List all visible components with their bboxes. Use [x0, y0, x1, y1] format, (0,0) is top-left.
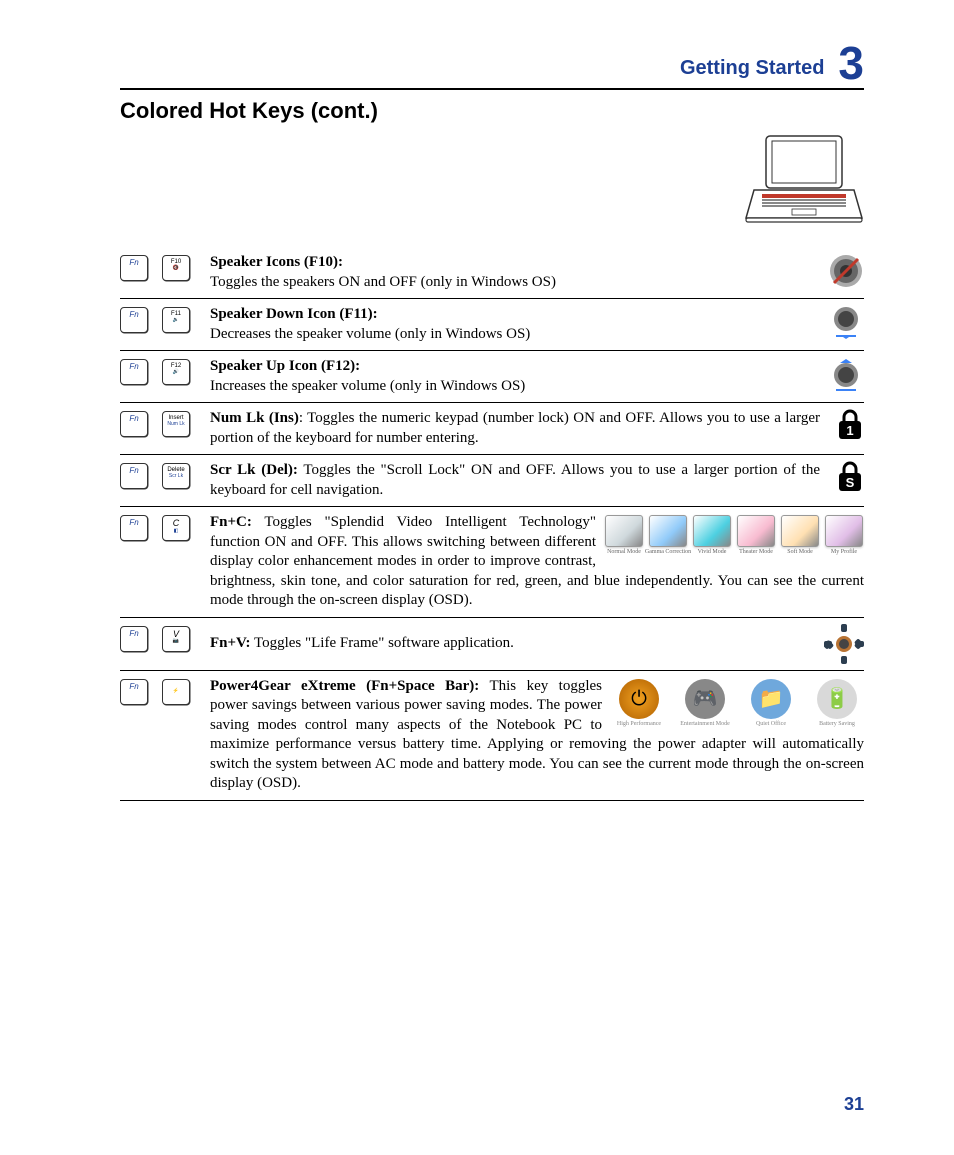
p4g-mode-icon: ⏻High Performance [612, 679, 666, 729]
entry-text: Speaker Icons (F10): Toggles the speaker… [210, 253, 820, 292]
hotkey-entry-scrlk: Fn Delete Scr Lk Scr Lk (Del): Toggles t… [120, 455, 864, 507]
hotkey-entry-p4g: Fn ⚡ ⏻High Performance🎮Entertainment Mod… [120, 671, 864, 801]
speaker-up-icon [828, 357, 864, 393]
entry-icon-col [820, 357, 864, 393]
space-key-icon: ⚡ [162, 679, 190, 705]
manual-page: Getting Started 3 Colored Hot Keys (cont… [0, 0, 954, 1155]
hotkey-entry-fnv: Fn V 📷 Fn+V: Toggles "Life Frame" softwa… [120, 618, 864, 671]
entry-title: Speaker Up Icon (F12): [210, 358, 360, 374]
fn-key-icon: Fn [120, 679, 148, 705]
svg-text:S: S [846, 475, 855, 490]
entry-icon-col [820, 624, 864, 664]
hotkey-entry-numlk: Fn Insert Num Lk Num Lk (Ins): Toggles t… [120, 403, 864, 455]
insert-key-icon: Insert Num Lk [162, 411, 190, 437]
p4g-mode-icon: 🎮Entertainment Mode [678, 679, 732, 729]
entry-title: Fn+V: [210, 635, 251, 651]
entry-title: Speaker Icons (F10): [210, 254, 343, 270]
entry-text: Fn+V: Toggles "Life Frame" software appl… [210, 624, 820, 664]
svg-text:1: 1 [846, 423, 853, 438]
splendid-mode-icon: Gamma Correction [648, 515, 688, 557]
laptop-illustration-block [120, 132, 864, 227]
hotkey-entry-fnc: Fn C ◧ Normal ModeGamma CorrectionVivid … [120, 507, 864, 618]
page-header: Getting Started 3 [120, 40, 864, 90]
page-number: 31 [844, 1094, 864, 1115]
hotkey-entry-speaker-f10: Fn F10 🔇 Speaker Icons (F10): Toggles th… [120, 247, 864, 299]
entry-text: Num Lk (Ins): Toggles the numeric keypad… [210, 409, 820, 448]
lock-1-icon: 1 [836, 409, 864, 441]
entry-text: Normal ModeGamma CorrectionVivid ModeThe… [210, 513, 864, 611]
key-combo: Fn F12 🔊 [120, 357, 210, 385]
f12-key-icon: F12 🔊 [162, 359, 190, 385]
chapter-number: 3 [838, 40, 864, 86]
entry-body: Toggles the speakers ON and OFF (only in… [210, 274, 556, 290]
splendid-modes-icon: Normal ModeGamma CorrectionVivid ModeThe… [604, 515, 864, 557]
entry-icon-col [820, 253, 864, 289]
speaker-down-icon [828, 305, 864, 341]
splendid-mode-icon: Normal Mode [604, 515, 644, 557]
fn-key-icon: Fn [120, 463, 148, 489]
entry-body: Increases the speaker volume (only in Wi… [210, 378, 525, 394]
entry-icon-col: S [820, 461, 864, 493]
f10-key-icon: F10 🔇 [162, 255, 190, 281]
hotkey-entry-speaker-f12: Fn F12 🔊 Speaker Up Icon (F12): Increase… [120, 351, 864, 403]
page-title: Colored Hot Keys (cont.) [120, 98, 864, 124]
entry-title: Speaker Down Icon (F11): [210, 306, 378, 322]
fn-key-icon: Fn [120, 255, 148, 281]
fn-key-icon: Fn [120, 359, 148, 385]
c-key-icon: C ◧ [162, 515, 190, 541]
key-combo: Fn V 📷 [120, 624, 210, 652]
entry-text: ⏻High Performance🎮Entertainment Mode📁Qui… [210, 677, 864, 794]
p4g-mode-icon: 📁Quiet Office [744, 679, 798, 729]
fn-key-icon: Fn [120, 626, 148, 652]
key-combo: Fn C ◧ [120, 513, 210, 541]
entry-title: Scr Lk (Del): [210, 462, 298, 478]
v-key-icon: V 📷 [162, 626, 190, 652]
f11-key-icon: F11 🔉 [162, 307, 190, 333]
entry-title: Num Lk (Ins) [210, 410, 299, 426]
delete-key-icon: Delete Scr Lk [162, 463, 190, 489]
splendid-mode-icon: Vivid Mode [692, 515, 732, 557]
entry-title: Power4Gear eXtreme (Fn+Space Bar): [210, 678, 479, 694]
power4gear-modes-icon: ⏻High Performance🎮Entertainment Mode📁Qui… [612, 679, 864, 729]
fn-key-icon: Fn [120, 411, 148, 437]
key-combo: Fn F10 🔇 [120, 253, 210, 281]
header-section-title: Getting Started [680, 57, 824, 86]
gear-icon [824, 624, 864, 664]
entry-text: Speaker Down Icon (F11): Decreases the s… [210, 305, 820, 344]
p4g-mode-icon: 🔋Battery Saving [810, 679, 864, 729]
fn-key-icon: Fn [120, 307, 148, 333]
splendid-mode-icon: Soft Mode [780, 515, 820, 557]
key-combo: Fn ⚡ [120, 677, 210, 705]
lock-s-icon: S [836, 461, 864, 493]
entry-body: Toggles the "Scroll Lock" ON and OFF. Al… [210, 462, 820, 498]
speaker-mute-icon [828, 253, 864, 289]
splendid-mode-icon: Theater Mode [736, 515, 776, 557]
fn-key-icon: Fn [120, 515, 148, 541]
entry-body: : Toggles the numeric keypad (number loc… [210, 410, 820, 446]
hotkey-entry-speaker-f11: Fn F11 🔉 Speaker Down Icon (F11): Decrea… [120, 299, 864, 351]
entry-text: Scr Lk (Del): Toggles the "Scroll Lock" … [210, 461, 820, 500]
entry-icon-col: 1 [820, 409, 864, 441]
entry-icon-col [820, 305, 864, 341]
key-combo: Fn Insert Num Lk [120, 409, 210, 437]
key-combo: Fn Delete Scr Lk [120, 461, 210, 489]
entry-title: Fn+C: [210, 514, 252, 530]
laptop-icon [744, 132, 864, 227]
entry-text: Speaker Up Icon (F12): Increases the spe… [210, 357, 820, 396]
entry-body: Toggles "Life Frame" software applicatio… [251, 635, 514, 651]
entry-body: Decreases the speaker volume (only in Wi… [210, 326, 530, 342]
splendid-mode-icon: My Profile [824, 515, 864, 557]
key-combo: Fn F11 🔉 [120, 305, 210, 333]
